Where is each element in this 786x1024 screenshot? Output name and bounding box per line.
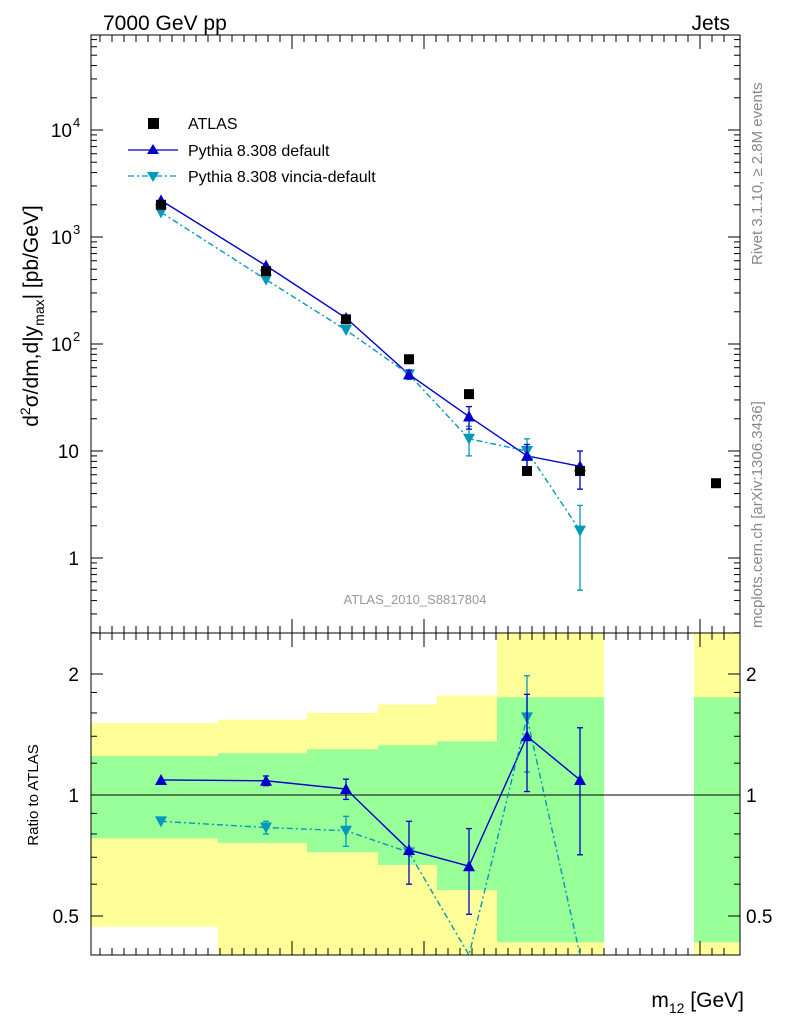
ratio-y-tick-label-right: 2 bbox=[746, 665, 757, 686]
legend-default-marker bbox=[147, 144, 159, 154]
ratio-band-inner bbox=[694, 697, 740, 943]
atlas-point bbox=[261, 266, 271, 277]
ratio-frame bbox=[90, 632, 741, 956]
ratio-y-tick-label-right: 0.5 bbox=[746, 907, 772, 928]
legend-vincia-marker bbox=[147, 172, 159, 182]
ratio-default-point bbox=[574, 773, 586, 785]
ratio-vincia-point bbox=[340, 825, 352, 837]
atlas-point bbox=[464, 389, 474, 400]
atlas-point bbox=[711, 478, 721, 489]
atlas-point bbox=[341, 314, 351, 325]
main-y-tick-label-exp: 4 bbox=[73, 115, 80, 130]
series-vincia-line bbox=[160, 211, 581, 532]
vincia-point bbox=[155, 207, 167, 219]
header-left: 7000 GeV pp bbox=[103, 12, 227, 35]
ratio-y-tick-label: 0.5 bbox=[53, 907, 79, 928]
legend-default-label: Pythia 8.308 default bbox=[188, 143, 330, 160]
x-axis-label-sub: 12 bbox=[669, 1000, 685, 1016]
ratio-vincia-point bbox=[155, 816, 167, 828]
main-y-label-sup: 2 bbox=[17, 407, 33, 415]
analysis-watermark: ATLAS_2010_S8817804 bbox=[344, 592, 487, 607]
legend-atlas-marker bbox=[148, 118, 159, 129]
legend: ATLAS Pythia 8.308 default Pythia 8.308 … bbox=[128, 116, 376, 186]
main-y-label-d: d bbox=[20, 415, 43, 427]
side-text-bottom: mcplots.cern.ch [arXiv:1306.3436] bbox=[749, 401, 766, 628]
main-y-tick-label: 1 bbox=[68, 549, 79, 570]
legend-atlas-label: ATLAS bbox=[188, 116, 238, 133]
main-y-tick-label: 10 bbox=[51, 335, 72, 356]
vincia-point bbox=[574, 525, 586, 537]
side-text-top: Rivet 3.1.10, ≥ 2.8M events bbox=[749, 83, 766, 266]
main-y-label-mid: σ/dm,d|y bbox=[20, 325, 43, 407]
main-y-tick-label: 10 bbox=[51, 121, 72, 142]
ratio-y-tick-label: 1 bbox=[68, 786, 79, 807]
x-axis-label-unit: [GeV] bbox=[684, 989, 744, 1012]
ratio-default-point bbox=[260, 774, 272, 786]
ratio-default-point bbox=[340, 782, 352, 794]
default-point bbox=[403, 368, 415, 380]
vincia-point bbox=[340, 325, 352, 337]
x-axis-label-m: m bbox=[651, 989, 669, 1012]
default-point bbox=[463, 410, 475, 422]
ratio-default-point bbox=[521, 730, 533, 742]
ratio-y-tick-label: 2 bbox=[68, 665, 79, 686]
ratio-band-inner bbox=[307, 749, 378, 853]
main-y-tick-label-exp: 2 bbox=[73, 329, 80, 344]
ratio-y-label: Ratio to ATLAS bbox=[25, 744, 42, 845]
main-y-tick-label: 10 bbox=[58, 442, 79, 463]
atlas-point bbox=[404, 354, 414, 365]
main-y-tick-label-exp: 3 bbox=[73, 222, 80, 237]
ratio-vincia-point bbox=[260, 822, 272, 834]
series-default-line bbox=[160, 199, 581, 467]
main-y-label-sub: max bbox=[31, 299, 47, 325]
main-y-label: d2σ/dm,d|ymax| [pb/GeV] bbox=[17, 205, 47, 427]
default-point bbox=[521, 449, 533, 461]
main-y-tick-label: 10 bbox=[51, 228, 72, 249]
legend-vincia-label: Pythia 8.308 vincia-default bbox=[188, 169, 376, 186]
main-y-label-end: | [pb/GeV] bbox=[20, 205, 43, 299]
ratio-default-point bbox=[403, 843, 415, 855]
atlas-point bbox=[156, 199, 166, 210]
vincia-point bbox=[260, 274, 272, 286]
ratio-default-point bbox=[463, 860, 475, 872]
ratio-band-inner bbox=[218, 753, 307, 843]
ratio-y-tick-label-right: 1 bbox=[746, 786, 757, 807]
atlas-point bbox=[575, 466, 585, 477]
vincia-point bbox=[463, 433, 475, 445]
ratio-default-point bbox=[155, 773, 167, 785]
atlas-point bbox=[522, 466, 532, 477]
header-right: Jets bbox=[691, 12, 730, 35]
x-axis-label: m12 [GeV] bbox=[651, 989, 744, 1016]
